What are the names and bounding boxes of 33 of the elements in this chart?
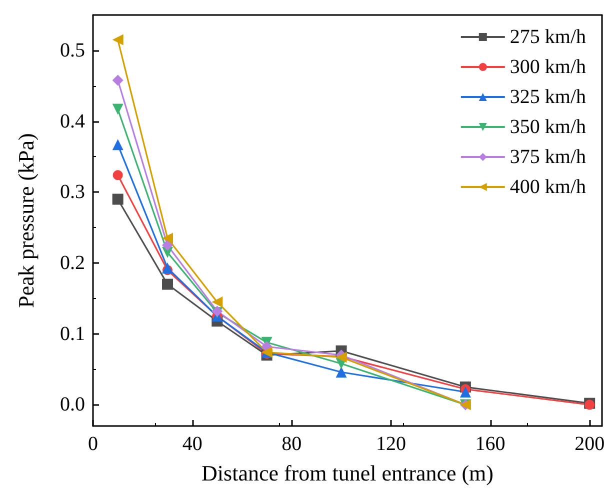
point [112, 139, 124, 150]
y-tick-label: 0.2 [60, 252, 85, 274]
point [212, 296, 223, 308]
legend-label: 375 km/h [510, 146, 586, 168]
x-tick-label: 80 [282, 433, 302, 455]
point [162, 262, 173, 274]
point [112, 34, 124, 46]
point [162, 240, 173, 251]
legend-label: 275 km/h [510, 26, 586, 48]
legend-label: 325 km/h [510, 86, 586, 108]
legend-label: 300 km/h [510, 56, 586, 78]
y-tick-label: 0.5 [60, 39, 85, 62]
point [112, 104, 124, 115]
legend-label: 400 km/h [510, 176, 586, 198]
y-axis-title: Peak pressure (kPa) [14, 133, 38, 308]
y-tick-label: 0.4 [60, 110, 85, 132]
x-axis-title: Distance from tunel entrance (m) [202, 460, 494, 486]
y-tick-label: 0.1 [60, 322, 85, 345]
x-tick-label: 0 [88, 433, 98, 455]
x-tick-label: 40 [182, 433, 202, 455]
point [460, 386, 471, 398]
y-tick-label: 0.3 [60, 181, 85, 204]
x-tick-label: 160 [475, 433, 506, 455]
x-tick-label: 200 [574, 433, 605, 455]
y-tick-label: 0.0 [60, 394, 85, 416]
x-tick-label: 120 [376, 433, 406, 455]
point [112, 194, 124, 205]
point [336, 366, 347, 378]
point [162, 232, 173, 244]
point [162, 278, 173, 290]
legend-label: 350 km/h [510, 116, 586, 138]
point [112, 170, 123, 180]
point [112, 74, 124, 86]
